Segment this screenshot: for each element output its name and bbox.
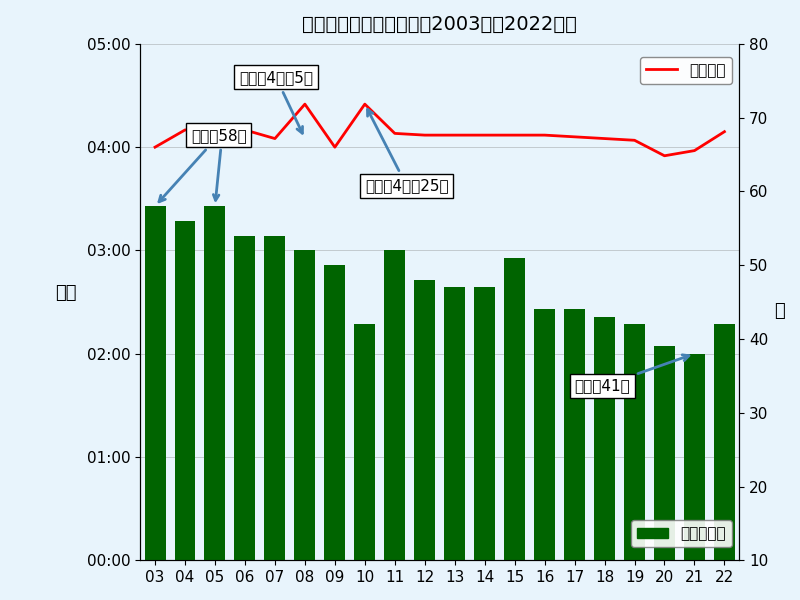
Bar <box>594 317 615 600</box>
Legend: 出場歌手数: 出場歌手数 <box>631 520 732 547</box>
Bar <box>654 346 675 600</box>
Bar <box>205 206 226 600</box>
Text: 最大は58組: 最大は58組 <box>159 128 246 202</box>
Bar <box>624 324 645 600</box>
Bar <box>684 354 705 600</box>
Title: 放送時間と出場歌手数（2003年～2022年）: 放送時間と出場歌手数（2003年～2022年） <box>302 15 577 34</box>
Bar <box>265 236 286 600</box>
Bar <box>534 310 555 600</box>
Bar <box>414 280 435 600</box>
Text: 最小は41組: 最小は41組 <box>574 355 689 394</box>
Text: 最長は4時镡25分: 最長は4時镡25分 <box>365 109 449 193</box>
Bar <box>444 287 466 600</box>
Bar <box>564 310 585 600</box>
Y-axis label: 時間: 時間 <box>55 284 77 302</box>
Bar <box>174 221 195 600</box>
Bar <box>504 258 525 600</box>
Bar <box>294 250 315 600</box>
Text: 最短は4時阁5分: 最短は4時阁5分 <box>239 70 313 133</box>
Legend: 放送時間: 放送時間 <box>640 56 732 84</box>
Bar <box>714 324 735 600</box>
Bar <box>324 265 346 600</box>
Bar <box>384 250 406 600</box>
Bar <box>234 236 255 600</box>
Bar <box>474 287 495 600</box>
Bar <box>145 206 166 600</box>
Y-axis label: 数: 数 <box>774 302 785 320</box>
Bar <box>354 324 375 600</box>
